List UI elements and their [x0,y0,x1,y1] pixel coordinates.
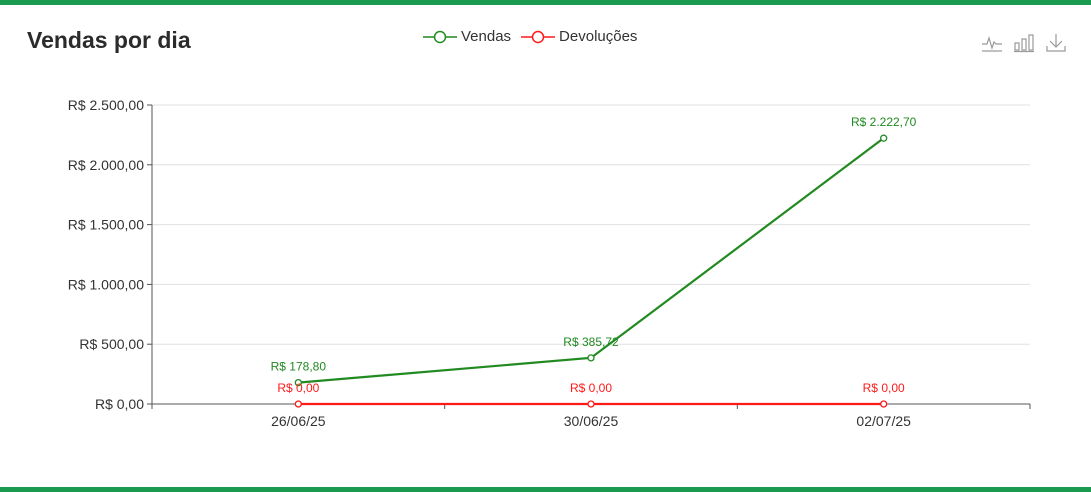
legend: Vendas Devoluções [423,28,647,45]
legend-label-vendas: Vendas [461,28,512,45]
y-tick-label: R$ 1.500,00 [68,217,144,233]
legend-item-vendas[interactable]: Vendas [423,28,511,45]
legend-line-circle-icon [521,30,556,43]
legend-label-devolucoes: Devoluções [559,28,638,45]
data-label: R$ 0,00 [277,381,319,395]
data-point [294,378,302,387]
y-tick-label: R$ 1.000,00 [68,276,144,292]
data-label: R$ 0,00 [863,381,905,395]
data-label: R$ 0,00 [570,381,612,395]
data-point [880,400,888,408]
chart-toolbox [981,32,1067,54]
data-point [587,400,595,408]
y-tick-label: R$ 2.500,00 [68,97,144,113]
y-tick-label: R$ 0,00 [95,396,144,412]
x-tick-label: 02/07/25 [856,413,911,429]
x-tick-label: 26/06/25 [271,413,326,429]
x-tick-label: 30/06/25 [564,413,619,429]
bottom-accent-bar [0,487,1091,492]
bar-chart-icon[interactable] [1013,32,1035,54]
line-chart-icon[interactable] [981,32,1003,54]
data-point [880,134,888,142]
top-accent-bar [0,0,1091,5]
data-point [294,400,302,408]
legend-item-devolucoes[interactable]: Devoluções [521,28,637,45]
download-icon[interactable] [1045,32,1067,54]
chart-title: Vendas por dia [27,27,191,53]
data-label: R$ 385,72 [563,335,619,349]
data-label: R$ 2.222,70 [851,115,917,129]
legend-line-circle-icon [423,30,457,43]
data-label: R$ 178,80 [271,360,327,374]
y-tick-label: R$ 2.000,00 [68,157,144,173]
y-tick-label: R$ 500,00 [79,336,144,352]
data-point [587,354,595,362]
